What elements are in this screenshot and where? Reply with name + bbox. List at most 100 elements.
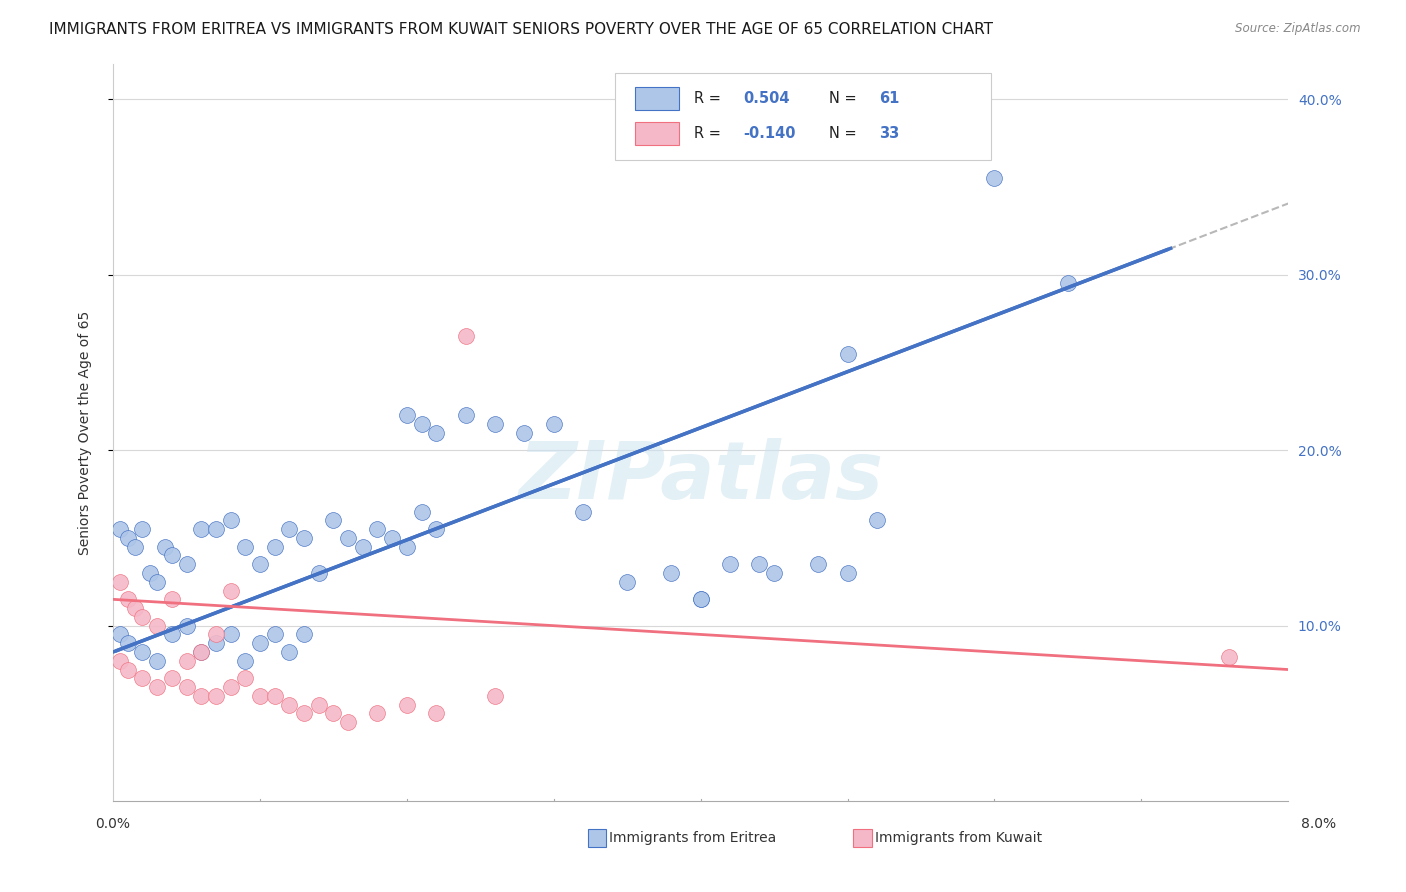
Text: 0.504: 0.504: [742, 91, 789, 106]
Point: [689, 592, 711, 607]
Point: [219, 583, 242, 598]
Point: [395, 698, 418, 712]
Point: [1218, 650, 1240, 665]
Point: [176, 618, 198, 632]
Point: [1057, 277, 1080, 291]
Point: [381, 531, 404, 545]
Point: [352, 540, 374, 554]
Point: [866, 513, 889, 527]
Point: [190, 645, 212, 659]
Point: [278, 522, 301, 536]
Point: [131, 645, 153, 659]
Point: [263, 540, 285, 554]
Point: [292, 627, 315, 641]
Point: [131, 671, 153, 685]
Text: N =: N =: [828, 126, 860, 141]
Point: [131, 522, 153, 536]
Point: [484, 417, 506, 431]
Y-axis label: Seniors Poverty Over the Age of 65: Seniors Poverty Over the Age of 65: [79, 310, 93, 555]
Text: -0.140: -0.140: [742, 126, 796, 141]
Point: [837, 346, 859, 360]
Point: [411, 417, 433, 431]
Text: R =: R =: [693, 126, 725, 141]
Point: [411, 505, 433, 519]
Point: [395, 408, 418, 422]
Point: [233, 654, 256, 668]
Point: [337, 715, 360, 730]
Point: [278, 698, 301, 712]
Point: [117, 636, 139, 650]
FancyBboxPatch shape: [636, 121, 679, 145]
Point: [190, 645, 212, 659]
Point: [124, 540, 146, 554]
Point: [425, 522, 447, 536]
FancyBboxPatch shape: [636, 87, 679, 111]
Text: IMMIGRANTS FROM ERITREA VS IMMIGRANTS FROM KUWAIT SENIORS POVERTY OVER THE AGE O: IMMIGRANTS FROM ERITREA VS IMMIGRANTS FR…: [49, 22, 993, 37]
Point: [117, 531, 139, 545]
Point: [146, 680, 169, 694]
Point: [322, 513, 344, 527]
Point: [146, 574, 169, 589]
Point: [190, 522, 212, 536]
Text: Immigrants from Kuwait: Immigrants from Kuwait: [875, 831, 1042, 846]
Point: [454, 329, 477, 343]
Text: 8.0%: 8.0%: [1301, 817, 1336, 830]
Point: [366, 706, 388, 721]
Point: [249, 689, 271, 703]
Point: [337, 531, 360, 545]
Point: [219, 513, 242, 527]
Point: [205, 636, 228, 650]
Point: [718, 558, 741, 572]
Text: 33: 33: [879, 126, 900, 141]
Point: [425, 425, 447, 440]
Point: [484, 689, 506, 703]
Point: [807, 558, 830, 572]
Text: 61: 61: [879, 91, 900, 106]
Point: [190, 689, 212, 703]
Point: [233, 671, 256, 685]
Point: [219, 680, 242, 694]
Text: 0.0%: 0.0%: [96, 817, 131, 830]
Point: [160, 671, 183, 685]
Point: [110, 627, 132, 641]
Point: [110, 574, 132, 589]
Point: [292, 706, 315, 721]
Point: [616, 574, 638, 589]
Point: [249, 636, 271, 650]
Point: [146, 618, 169, 632]
Point: [160, 627, 183, 641]
Point: [513, 425, 536, 440]
Text: Source: ZipAtlas.com: Source: ZipAtlas.com: [1236, 22, 1361, 36]
Point: [160, 549, 183, 563]
Point: [117, 663, 139, 677]
Point: [263, 689, 285, 703]
Point: [205, 522, 228, 536]
Point: [425, 706, 447, 721]
Point: [153, 540, 176, 554]
Point: [689, 592, 711, 607]
Text: N =: N =: [828, 91, 860, 106]
Point: [366, 522, 388, 536]
Point: [205, 627, 228, 641]
Point: [219, 627, 242, 641]
Point: [454, 408, 477, 422]
Point: [146, 654, 169, 668]
Point: [131, 610, 153, 624]
Point: [176, 558, 198, 572]
Point: [139, 566, 162, 580]
Text: R =: R =: [693, 91, 725, 106]
Point: [117, 592, 139, 607]
Point: [176, 680, 198, 694]
Text: ZIPatlas: ZIPatlas: [519, 438, 883, 516]
Point: [395, 540, 418, 554]
Point: [110, 522, 132, 536]
Point: [278, 645, 301, 659]
Point: [308, 698, 330, 712]
Text: Immigrants from Eritrea: Immigrants from Eritrea: [609, 831, 776, 846]
Point: [176, 654, 198, 668]
Point: [124, 601, 146, 615]
Point: [983, 171, 1005, 186]
Point: [659, 566, 682, 580]
Point: [160, 592, 183, 607]
Point: [110, 654, 132, 668]
